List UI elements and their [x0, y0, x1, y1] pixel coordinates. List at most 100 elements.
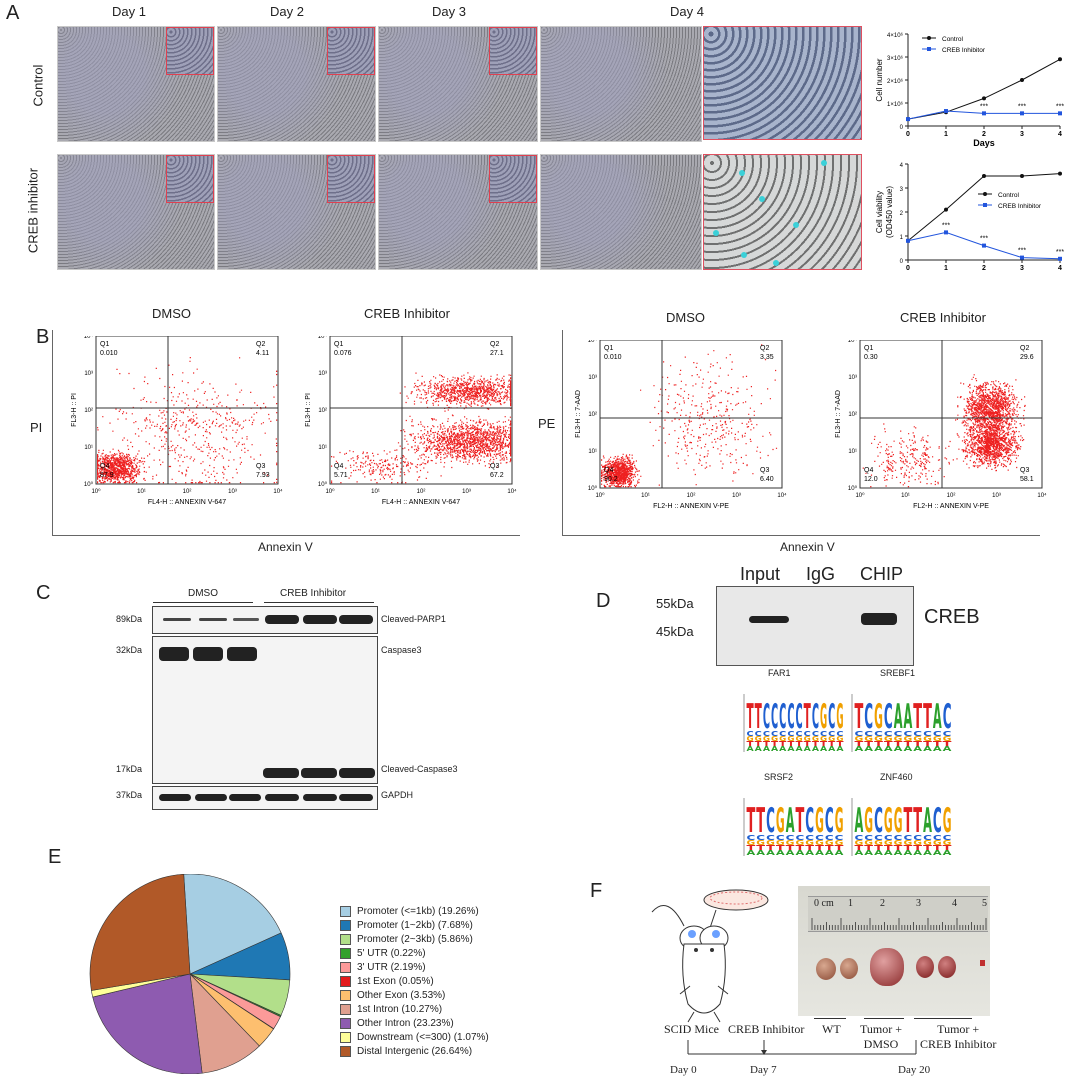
motif-letter-minor: G: [779, 735, 786, 743]
quadrant-q4: Q4: [334, 463, 343, 470]
quadrant-q3: 7.93: [256, 472, 270, 479]
legend-item: Distal Intergenic (26.64%): [340, 1044, 489, 1058]
timeline-axis: [687, 1040, 917, 1055]
legend-swatch: [340, 1003, 351, 1015]
motif-letter-minor: G: [884, 839, 893, 847]
motif-letter-minor: A: [812, 745, 820, 753]
motif-logo: TCGTATCGTACCGTACCGTACCGTACCGTACCGTATCGTA…: [743, 694, 844, 753]
motif-letter-minor: G: [913, 839, 922, 847]
motif-letter-minor: C: [943, 834, 952, 842]
motif-letter-minor: A: [933, 849, 943, 857]
micrograph-control-day2: [217, 26, 376, 142]
motif-name-far1: FAR1: [768, 668, 791, 678]
motif-letter-minor: A: [855, 745, 865, 753]
quadrant-q2: 3.35: [760, 354, 774, 361]
motif-letter-minor: T: [864, 740, 873, 748]
motif-letter: C: [805, 801, 814, 841]
motif-letter-minor: G: [923, 735, 932, 743]
x-tick-label: 10⁴: [507, 488, 517, 495]
x-tick-label: 10²: [687, 493, 696, 499]
pie-slice: [92, 973, 203, 1074]
motif-letter-minor: A: [864, 849, 874, 857]
motif-letter-minor: A: [815, 849, 825, 857]
motif-letter-minor: A: [747, 849, 757, 857]
y-tick-label: 10²: [588, 412, 597, 418]
y-axis-label: FL3-H :: 7-AAD: [835, 390, 842, 438]
motif-letter-minor: T: [835, 844, 844, 852]
motif-letter-minor: T: [805, 844, 814, 852]
motif-letter-minor: G: [820, 735, 827, 743]
motif-letter-minor: T: [766, 844, 775, 852]
motif-letter-minor: C: [864, 834, 873, 842]
x-axis-label: FL4-H :: ANNEXIN V-647: [148, 499, 226, 506]
motif-letter-minor: C: [913, 730, 922, 738]
motif-letter-minor: C: [864, 730, 873, 738]
motif-letter-minor: G: [874, 735, 883, 743]
x-tick-label: 10⁴: [777, 492, 787, 499]
x-tick-label: 10¹: [901, 493, 910, 499]
data-point: [982, 96, 986, 101]
motif-letter-minor: C: [825, 834, 834, 842]
pie-legend: Promoter (<=1kb) (19.26%) Promoter (1~2kb…: [340, 904, 489, 1058]
motif-letter-minor: T: [755, 740, 762, 748]
group-underline-wt: [814, 1018, 846, 1019]
chart-cell-number: 0 1×10⁶ 2×10⁶ 3×10⁶ 4×10⁶ 0 1 2 3 4 Days Cell numbe…: [875, 32, 1064, 148]
quadrant-q4: Q4: [100, 463, 109, 470]
motif-letter-minor: C: [894, 730, 903, 738]
motif-letter-minor: T: [776, 844, 785, 852]
quadrant-q1: 0.010: [604, 354, 622, 361]
motif-letter-minor: A: [913, 745, 923, 753]
event-dots: [97, 357, 278, 484]
motif-letter-minor: T: [904, 740, 913, 748]
panel-label-d: D: [596, 590, 611, 612]
motif-letter-minor: A: [766, 849, 776, 857]
motif-letter: T: [913, 697, 922, 737]
motif-letter: G: [884, 801, 893, 841]
timeline-label-wt: WT: [822, 1022, 841, 1036]
quadrant-q4: 12.0: [864, 476, 878, 483]
significance-annotation: ***: [980, 236, 988, 243]
motif-letter-minor: G: [835, 839, 844, 847]
motif-letter: A: [933, 697, 942, 737]
y-tick-label: 10⁰: [318, 481, 328, 488]
legend-swatch: [340, 961, 351, 973]
motif-letter-minor: C: [815, 834, 824, 842]
mw-37: 37kDa: [116, 790, 143, 800]
motif-letter-minor: C: [913, 834, 922, 842]
micrograph-creb-day3: [378, 154, 538, 270]
flow-plot-title: DMSO: [152, 306, 191, 321]
quadrant-q1: 0.010: [100, 350, 118, 357]
motif-letter-minor: G: [884, 735, 893, 743]
legend-swatch: [340, 905, 351, 917]
x-tick-label: 2: [982, 131, 986, 138]
quadrant-q3: 67.2: [490, 472, 504, 479]
tumor-wt-2: [840, 958, 858, 979]
motif-letter-minor: G: [776, 839, 785, 847]
motif-letter: A: [904, 697, 913, 737]
y-tick-label: 10³: [848, 375, 857, 381]
x-tick-label: 10¹: [641, 493, 650, 499]
y-tick-label: 10³: [318, 371, 327, 377]
data-point: [1058, 171, 1062, 176]
blot-gapdh: [152, 786, 378, 810]
legend-label: Downstream (<=300) (1.07%): [357, 1031, 489, 1043]
y-tick-label: 10⁰: [84, 481, 94, 488]
legend-swatch: [340, 1045, 351, 1057]
inset-zoom: [166, 155, 214, 203]
motif-letter-minor: T: [913, 844, 922, 852]
motif-letter: C: [763, 697, 770, 737]
motif-letter-minor: C: [835, 834, 844, 842]
plot-frame: [95, 336, 279, 485]
y-tick-label: 3: [900, 187, 904, 193]
data-point: [1058, 111, 1062, 116]
legend-item: 5' UTR (0.22%): [340, 946, 489, 960]
panel-b-frame-left: [52, 330, 53, 535]
motif-letter: T: [923, 697, 932, 737]
y-tick-label: 10⁴: [318, 336, 328, 340]
blot-parp1: [152, 606, 378, 634]
motif-letter-minor: A: [943, 849, 953, 857]
side-label-pi: PI: [30, 420, 43, 435]
chip-blot: [716, 586, 914, 666]
x-tick-label: 0: [906, 131, 910, 138]
flow-plot-title: DMSO: [666, 310, 705, 325]
